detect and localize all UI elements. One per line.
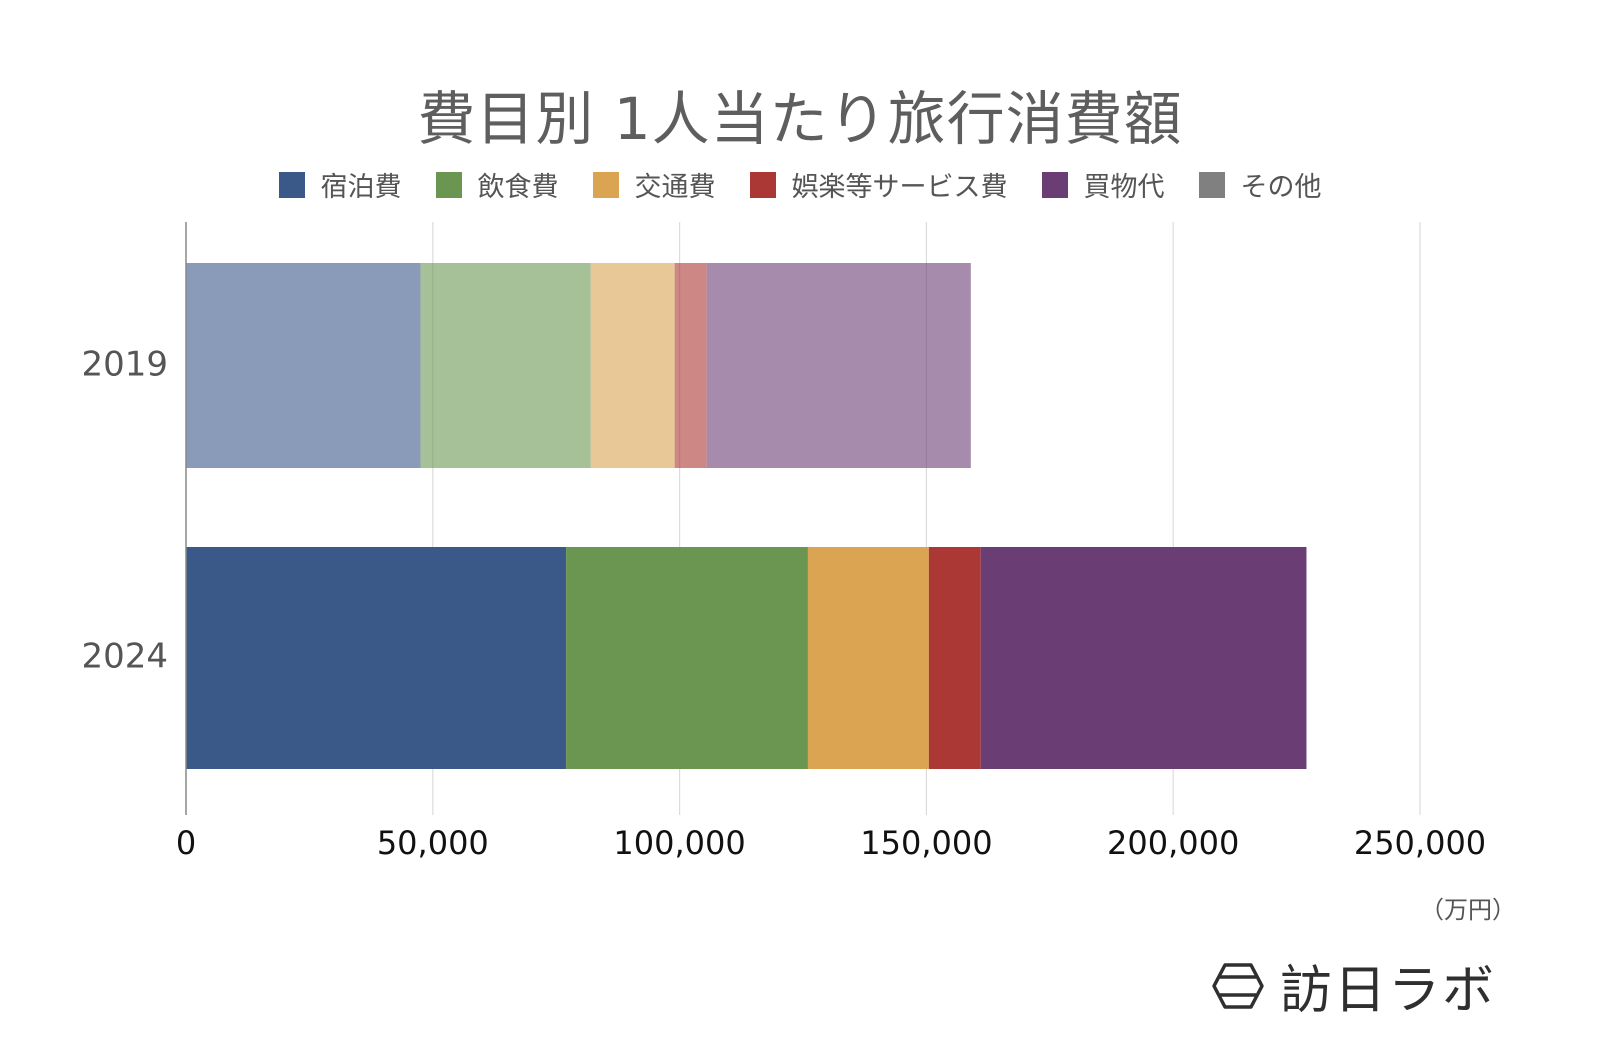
legend-label: 飲食費 bbox=[477, 172, 559, 203]
chart-legend: 宿泊費 飲食費 交通費 娯楽等サービス費 買物代 その他 bbox=[0, 165, 1600, 204]
x-tick-label: 150,000 bbox=[860, 824, 992, 862]
legend-swatch bbox=[592, 171, 619, 198]
bar-segment bbox=[980, 547, 1307, 769]
x-tick-label: 0 bbox=[176, 824, 196, 862]
legend-item: 飲食費 bbox=[435, 165, 559, 204]
legend-label: 娯楽等サービス費 bbox=[791, 172, 1008, 203]
bar-segment bbox=[590, 263, 675, 468]
bar-segment bbox=[807, 547, 929, 769]
legend-item: 買物代 bbox=[1041, 165, 1165, 204]
y-tick-label: 2024 bbox=[81, 637, 168, 677]
chart-title: 費目別 1人当たり旅行消費額 bbox=[417, 85, 1183, 153]
legend-swatch bbox=[278, 171, 305, 198]
legend-label: 宿泊費 bbox=[320, 172, 402, 203]
legend-swatch bbox=[435, 171, 462, 198]
x-tick-label: 50,000 bbox=[377, 824, 489, 862]
bar-segment bbox=[706, 263, 971, 468]
legend-swatch bbox=[1198, 171, 1225, 198]
legend-item: 交通費 bbox=[592, 165, 716, 204]
y-tick-label: 2019 bbox=[81, 345, 168, 385]
legend-swatch bbox=[1041, 171, 1068, 198]
bar-segment bbox=[566, 547, 808, 769]
legend-label: その他 bbox=[1240, 172, 1322, 203]
legend-item: 娯楽等サービス費 bbox=[749, 165, 1008, 204]
x-tick-label: 250,000 bbox=[1354, 824, 1486, 862]
bar-segment bbox=[420, 263, 591, 468]
legend-label: 交通費 bbox=[634, 172, 716, 203]
legend-item: 宿泊費 bbox=[278, 165, 402, 204]
x-tick-label: 100,000 bbox=[613, 824, 745, 862]
logo-text: 訪日ラボ bbox=[1280, 961, 1497, 1021]
bar-segment bbox=[186, 263, 421, 468]
bar-segment bbox=[674, 263, 707, 468]
logo: 訪日ラボ bbox=[1212, 948, 1496, 1023]
legend-swatch bbox=[749, 171, 776, 198]
legend-label: 買物代 bbox=[1083, 172, 1165, 203]
legend-item: その他 bbox=[1198, 165, 1322, 204]
logo-hexagon-icon bbox=[1212, 962, 1264, 1009]
x-axis-unit: （万円） bbox=[1420, 896, 1516, 924]
bar-segment bbox=[928, 547, 981, 769]
x-tick-label: 200,000 bbox=[1107, 824, 1239, 862]
bar-segment bbox=[186, 547, 567, 769]
